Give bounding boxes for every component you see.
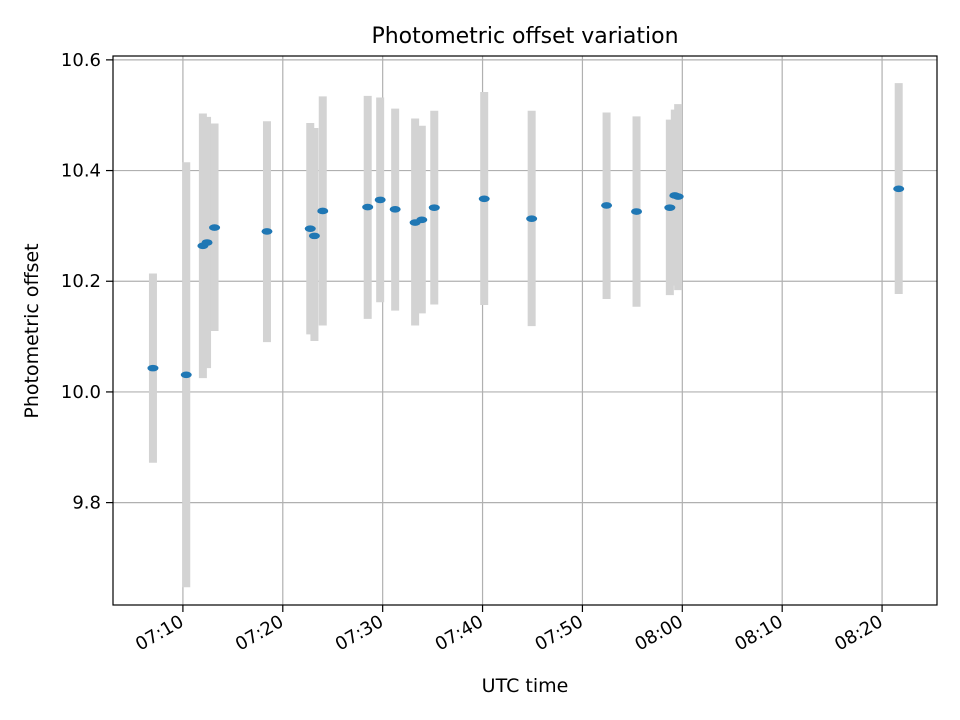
data-points (147, 185, 905, 379)
data-point (631, 208, 643, 215)
plot-area (112, 55, 938, 606)
data-point (664, 204, 676, 211)
data-point (389, 205, 401, 213)
data-point (147, 364, 159, 372)
data-point (180, 371, 192, 379)
chart-title: Photometric offset variation (371, 24, 678, 49)
data-point (304, 225, 316, 232)
data-point (209, 224, 221, 231)
y-tick-label: 10.6 (61, 50, 101, 71)
data-point (261, 228, 273, 235)
data-point (601, 202, 613, 209)
data-point (416, 216, 428, 224)
data-point (308, 232, 320, 240)
data-point (201, 239, 213, 246)
y-axis: 9.8 10.0 10.2 10.4 10.6 (61, 50, 113, 514)
data-point (526, 215, 538, 223)
data-point (317, 207, 329, 215)
plot-background (113, 56, 937, 605)
data-point (362, 203, 374, 211)
plot-frame (112, 55, 938, 606)
x-axis-label: UTC time (482, 675, 569, 697)
y-tick-label: 9.8 (72, 493, 101, 514)
y-axis-label: Photometric offset (21, 243, 43, 418)
data-point (428, 204, 440, 211)
data-point (478, 195, 490, 203)
y-tick-label: 10.0 (61, 382, 101, 403)
data-point (672, 193, 684, 200)
y-tick-label: 10.4 (61, 161, 101, 182)
data-point (893, 185, 905, 193)
y-tick-label: 10.2 (61, 271, 101, 292)
data-point (374, 196, 386, 204)
